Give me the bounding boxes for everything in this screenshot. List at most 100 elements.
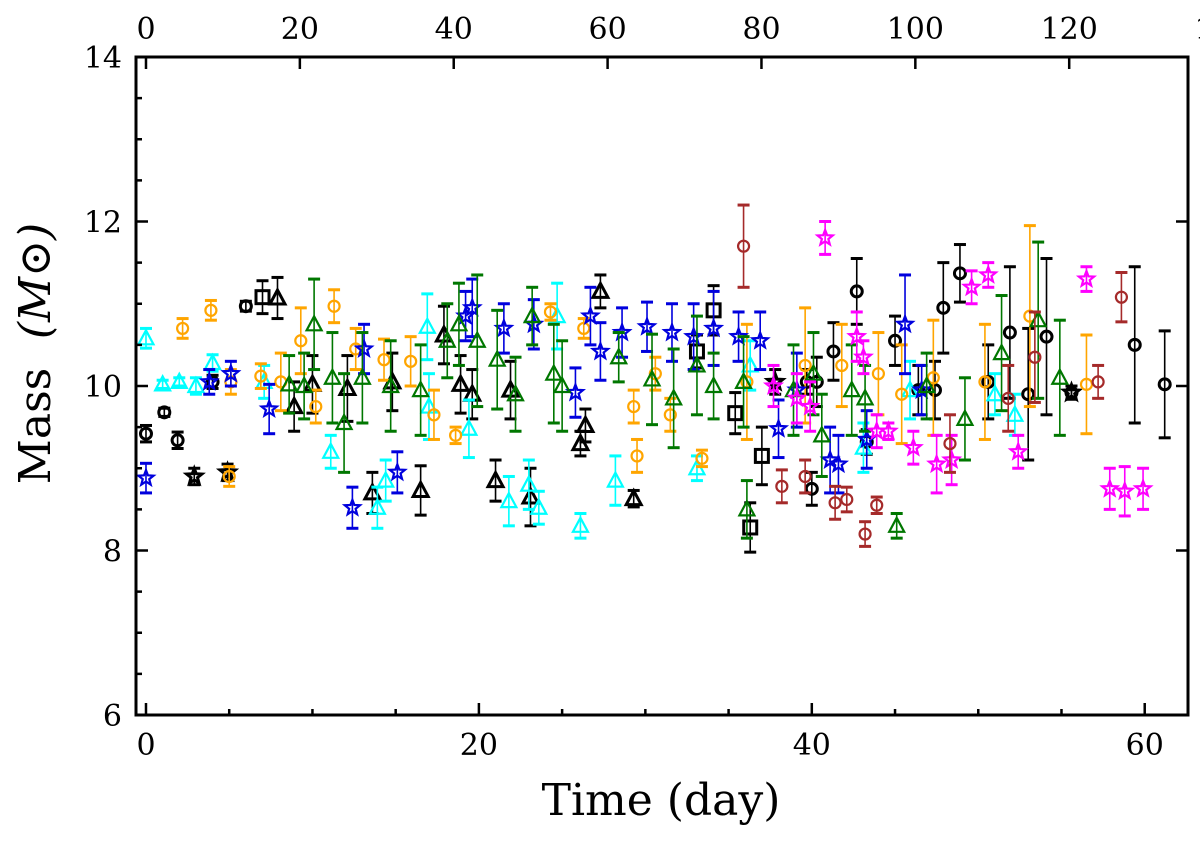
series-blue: [135, 273, 933, 530]
data-point: [786, 387, 808, 408]
data-point: [840, 492, 854, 507]
data-point: [543, 305, 558, 319]
data-point: [894, 313, 916, 334]
series-magenta: [762, 220, 1154, 518]
data-point: [846, 325, 868, 346]
data-point: [926, 371, 940, 385]
plot-marks: [135, 203, 1172, 554]
data-point: [1007, 440, 1029, 461]
data-point: [742, 519, 759, 536]
series-black-stars: [182, 368, 1084, 487]
data-point: [222, 469, 236, 484]
data-point: [804, 481, 819, 496]
data-point: [955, 408, 975, 426]
data-point: [804, 363, 823, 381]
data-point: [1002, 325, 1017, 340]
data-point: [1075, 267, 1098, 289]
data-point: [683, 325, 705, 346]
data-point: [327, 299, 341, 313]
data-point: [695, 451, 709, 465]
data-point: [992, 342, 1011, 361]
data-point: [728, 325, 750, 346]
data-point: [642, 369, 662, 387]
data-point: [449, 313, 469, 332]
data-point: [798, 358, 812, 373]
data-point: [630, 449, 644, 463]
data-point: [636, 315, 658, 336]
data-point: [368, 497, 387, 515]
data-point: [943, 436, 957, 451]
data-point: [900, 379, 920, 398]
data-point: [1005, 404, 1025, 422]
top-tick-label: 40: [435, 12, 473, 47]
data-point: [727, 405, 744, 422]
data-point: [176, 321, 190, 336]
data-point: [753, 447, 770, 464]
top-tick-label: 20: [281, 12, 319, 47]
data-point: [627, 399, 641, 414]
data-point: [775, 479, 789, 493]
data-point: [870, 498, 884, 512]
data-point: [589, 340, 611, 361]
data-point: [902, 436, 924, 457]
data-point: [404, 354, 418, 368]
x-tick-label: 20: [460, 728, 498, 763]
data-point: [169, 371, 189, 389]
data-point: [1157, 377, 1172, 392]
data-point: [1050, 367, 1070, 385]
data-point: [941, 448, 963, 470]
data-point: [917, 375, 937, 394]
data-point: [529, 497, 549, 515]
data-point: [341, 496, 363, 517]
data-point: [1114, 480, 1136, 501]
data-point: [309, 399, 323, 414]
y-tick-label: 14: [84, 41, 122, 76]
data-point: [487, 349, 507, 367]
y-tick-label: 8: [103, 535, 122, 570]
data-point: [376, 470, 396, 488]
data-point: [842, 379, 862, 398]
data-point: [577, 321, 591, 336]
data-point: [749, 329, 771, 350]
data-point: [153, 374, 172, 392]
data-point: [450, 373, 471, 392]
top-tick-label: 0: [136, 12, 155, 47]
data-point: [519, 474, 539, 492]
data-point: [294, 334, 308, 348]
data-point: [448, 428, 463, 442]
data-point: [1028, 350, 1042, 364]
data-point: [544, 363, 564, 381]
data-point: [985, 383, 1005, 402]
data-point: [254, 369, 268, 383]
data-point: [410, 479, 431, 498]
top-tick-label: 80: [742, 12, 780, 47]
axes: 020406068101214020406080100120140: [84, 12, 1200, 763]
data-point: [386, 461, 408, 482]
data-point: [687, 355, 707, 373]
data-point: [304, 313, 324, 332]
data-point: [522, 305, 542, 324]
data-point: [927, 383, 942, 398]
data-point: [186, 375, 206, 394]
data-point: [417, 316, 437, 334]
data-point: [977, 263, 999, 284]
series-green: [279, 240, 1070, 540]
data-point: [762, 374, 785, 395]
data-point: [485, 469, 506, 489]
data-point: [737, 499, 757, 517]
data-point: [215, 460, 240, 483]
y-axis-title-group: Mass (M⊙): [10, 223, 61, 484]
data-point: [323, 367, 342, 385]
data-point: [575, 414, 596, 433]
data-point: [579, 304, 601, 326]
data-point: [353, 367, 372, 385]
y-tick-label: 6: [103, 699, 122, 734]
y-tick-label: 10: [84, 370, 122, 405]
data-point: [1091, 375, 1105, 389]
data-point: [828, 496, 842, 510]
data-point: [871, 367, 885, 381]
data-point: [204, 303, 218, 317]
data-point: [135, 467, 157, 488]
series-brown: [736, 203, 1129, 548]
x-tick-label: 40: [793, 728, 831, 763]
